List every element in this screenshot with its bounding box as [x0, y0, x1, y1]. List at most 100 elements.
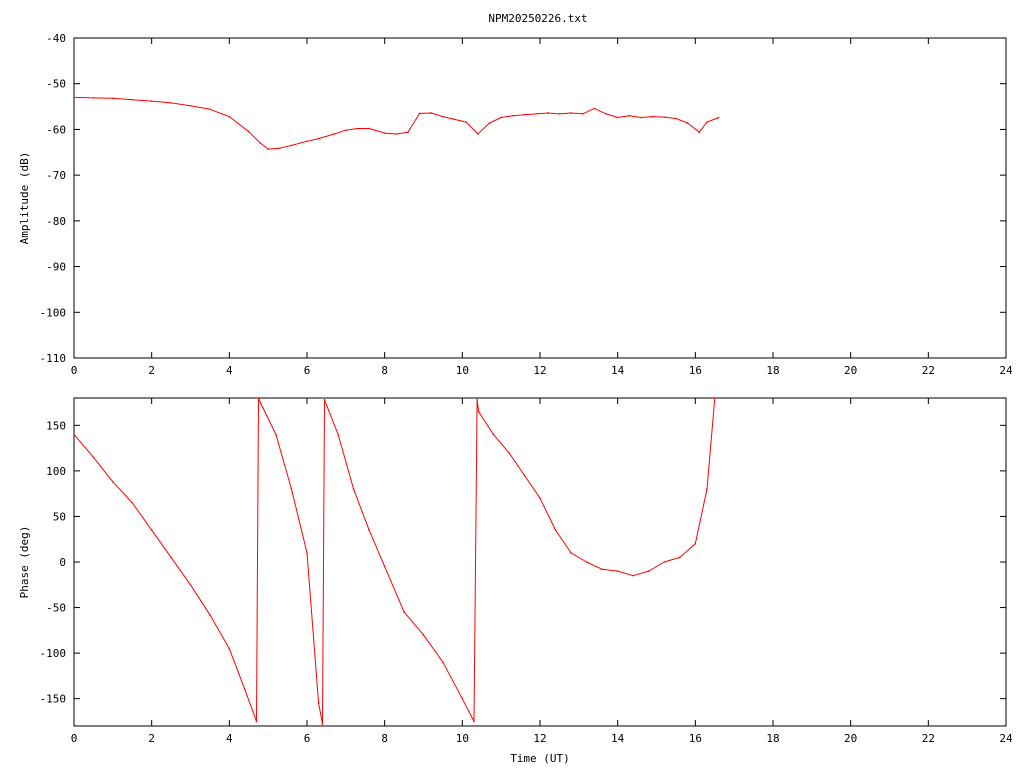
- phase-data-point: [73, 433, 75, 436]
- phase-data-point: [585, 561, 588, 563]
- amplitude-x-tick-label: 14: [611, 364, 625, 377]
- phase-data-point: [255, 720, 258, 723]
- amplitude-y-tick-label: -50: [46, 78, 66, 91]
- amplitude-x-tick-label: 0: [71, 364, 78, 377]
- phase-data-point: [275, 433, 277, 436]
- phase-data-point: [323, 399, 326, 401]
- amplitude-data-point: [593, 107, 596, 110]
- phase-x-tick-label: 18: [766, 732, 779, 745]
- phase-y-tick-label: 50: [53, 510, 66, 523]
- phase-x-tick-label: 10: [456, 732, 469, 745]
- phase-y-axis-label: Phase (deg): [18, 526, 31, 599]
- amplitude-series: [73, 96, 720, 150]
- amplitude-data-point: [686, 122, 689, 124]
- amplitude-data-point: [112, 97, 114, 100]
- amplitude-data-point: [228, 115, 231, 118]
- phase-data-point: [290, 488, 293, 490]
- phase-data-point: [244, 688, 246, 691]
- phase-data-point: [473, 720, 475, 723]
- phase-data-point: [647, 570, 650, 572]
- phase-data-point: [706, 488, 708, 490]
- phase-x-tick-label: 6: [304, 732, 311, 745]
- amplitude-y-tick-label: -70: [46, 169, 66, 182]
- amplitude-data-point: [706, 121, 708, 123]
- phase-plot-frame: [73, 397, 1007, 727]
- amplitude-data-point: [395, 133, 398, 135]
- phase-data-point: [539, 497, 541, 500]
- phase-x-tick-label: 20: [844, 732, 857, 745]
- phase-data-point: [209, 614, 211, 616]
- amplitude-data-point: [131, 98, 134, 101]
- amplitude-data-point: [512, 114, 514, 117]
- amplitude-x-tick-label: 10: [456, 364, 469, 377]
- amplitude-y-axis-label: Amplitude (dB): [18, 152, 31, 245]
- amplitude-data-point: [465, 121, 468, 123]
- x-axis-label: Time (UT): [510, 752, 570, 765]
- amplitude-series-line: [73, 96, 719, 150]
- phase-data-point: [570, 552, 572, 554]
- amplitude-data-point: [418, 112, 421, 115]
- amplitude-data-point: [663, 116, 666, 118]
- amplitude-panel: -40-50-60-70-80-90-100-110 0 2 4 6 8 10 12 14 16…: [18, 32, 1013, 377]
- amplitude-data-point: [500, 116, 502, 119]
- amplitude-data-point: [523, 114, 526, 116]
- phase-data-point: [694, 542, 697, 545]
- phase-data-point: [317, 702, 320, 705]
- phase-y-tick-label: 100: [46, 465, 66, 478]
- amplitude-data-point: [570, 112, 572, 114]
- phase-data-point: [368, 529, 370, 531]
- phase-data-point: [170, 556, 172, 559]
- phase-data-point: [321, 723, 324, 725]
- amplitude-y-tick-label: -100: [40, 306, 67, 319]
- phase-data-point: [150, 529, 153, 531]
- amplitude-y-tick-label: -60: [46, 123, 66, 136]
- amplitude-data-point: [92, 97, 95, 99]
- amplitude-data-point: [442, 115, 444, 118]
- amplitude-data-point: [407, 131, 409, 133]
- phase-data-point: [442, 661, 444, 664]
- amplitude-data-point: [73, 96, 75, 99]
- phase-data-point: [492, 433, 495, 436]
- phase-data-point: [523, 474, 526, 477]
- amplitude-x-tick-label: 22: [922, 364, 935, 377]
- phase-data-point: [476, 399, 478, 401]
- amplitude-data-point: [616, 116, 619, 119]
- phase-x-tick-label: 14: [611, 732, 625, 745]
- amplitude-data-point: [259, 142, 262, 144]
- phase-x-tick-label: 2: [148, 732, 155, 745]
- amplitude-data-point: [698, 131, 701, 133]
- phase-series: [73, 397, 716, 725]
- phase-data-point: [461, 697, 464, 700]
- amplitude-x-tick-label: 2: [148, 364, 155, 377]
- phase-y-ticks: 150 100 50 0 -50 -100 -150: [40, 419, 1006, 706]
- phase-data-point: [477, 410, 480, 413]
- phase-series-line: [73, 397, 716, 725]
- amplitude-data-point: [651, 115, 654, 118]
- amplitude-data-point: [333, 133, 335, 135]
- amplitude-x-tick-label: 8: [381, 364, 388, 377]
- amplitude-x-tick-label: 20: [844, 364, 857, 377]
- phase-data-point: [508, 451, 510, 454]
- phase-data-point: [257, 397, 260, 399]
- amplitude-x-tick-label: 16: [689, 364, 702, 377]
- phase-data-point: [383, 565, 386, 568]
- phase-data-point: [112, 481, 114, 483]
- amplitude-x-tick-label: 6: [304, 364, 311, 377]
- amplitude-y-ticks: -40 -50 -60 -70 -80 -90 -100 -110: [40, 32, 1006, 365]
- phase-x-tick-label: 12: [533, 732, 546, 745]
- amplitude-y-tick-label: -110: [40, 352, 67, 365]
- amplitude-data-point: [383, 132, 386, 134]
- amplitude-data-point: [558, 113, 561, 115]
- amplitude-y-tick-label: -90: [46, 261, 66, 274]
- phase-x-ticks: 0 2 4 6 8 10 12 14 16 18 20 22 24: [71, 398, 1013, 745]
- phase-data-point: [554, 529, 557, 531]
- amplitude-x-tick-label: 4: [226, 364, 233, 377]
- amplitude-data-point: [477, 133, 479, 135]
- amplitude-x-tick-label: 18: [766, 364, 779, 377]
- amplitude-x-tick-label: 12: [533, 364, 546, 377]
- amplitude-data-point: [317, 137, 320, 140]
- phase-y-tick-label: -150: [40, 693, 67, 706]
- amplitude-data-point: [430, 112, 433, 114]
- phase-y-tick-label: -50: [46, 602, 66, 615]
